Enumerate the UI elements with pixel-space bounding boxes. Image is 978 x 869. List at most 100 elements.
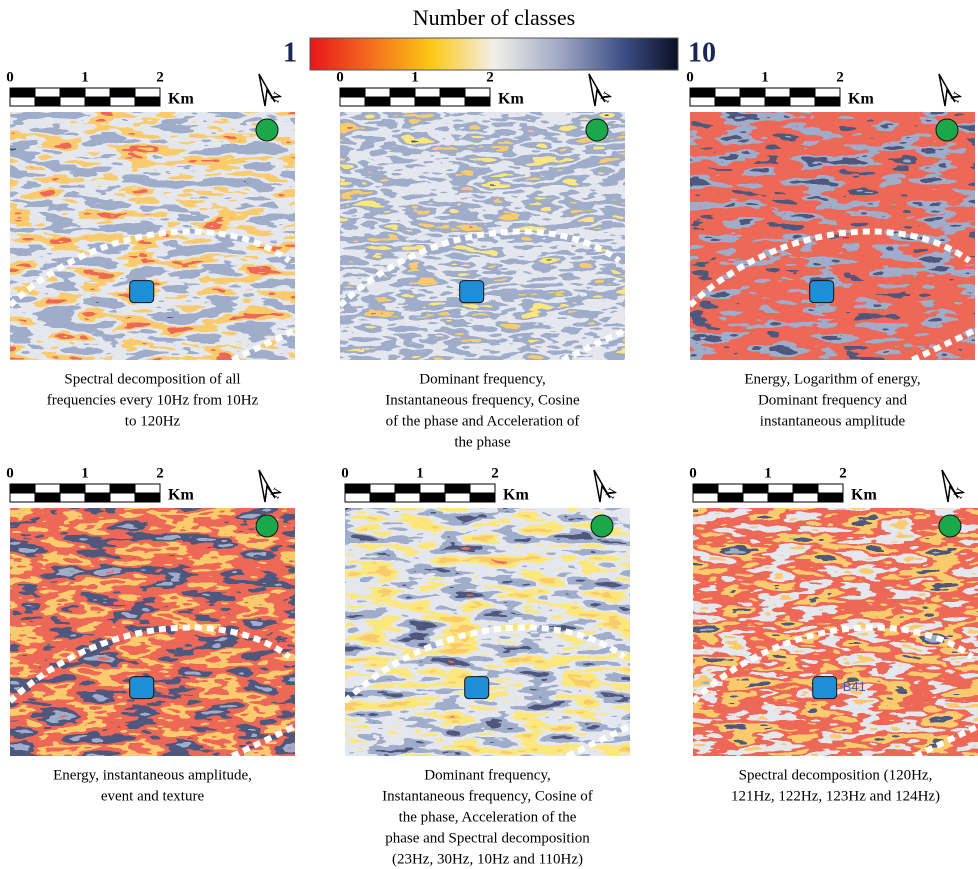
scale-segment bbox=[395, 493, 420, 502]
scale-segment bbox=[790, 88, 815, 97]
well-square bbox=[130, 677, 154, 699]
scale-segment bbox=[10, 484, 35, 493]
scale-segment bbox=[35, 493, 60, 502]
scale-label: 2 bbox=[156, 69, 164, 85]
caption-line: Energy, Logarithm of energy, bbox=[744, 371, 920, 387]
caption-line: Dominant frequency, bbox=[419, 371, 545, 387]
scale-unit: Km bbox=[168, 487, 194, 504]
scale-segment bbox=[110, 484, 135, 493]
scale-segment bbox=[790, 97, 815, 106]
well-square bbox=[810, 281, 834, 303]
scale-segment bbox=[390, 88, 415, 97]
scale-segment bbox=[690, 88, 715, 97]
scale-segment bbox=[365, 88, 390, 97]
colorbar-title: Number of classes bbox=[413, 5, 576, 30]
scale-segment bbox=[390, 97, 415, 106]
scale-segment bbox=[465, 97, 490, 106]
scale-label: 0 bbox=[686, 69, 694, 85]
scale-segment bbox=[135, 484, 160, 493]
scale-segment bbox=[370, 493, 395, 502]
well-circle bbox=[939, 515, 961, 537]
scale-segment bbox=[818, 484, 843, 493]
scale-label: 1 bbox=[81, 465, 89, 481]
scale-label: 2 bbox=[486, 69, 494, 85]
caption-line: phase and Spectral decomposition bbox=[385, 830, 590, 846]
scale-label: 2 bbox=[156, 465, 164, 481]
well-circle bbox=[936, 119, 958, 141]
caption-line: the phase, Acceleration of the bbox=[399, 809, 577, 825]
scale-label: 0 bbox=[6, 69, 14, 85]
scale-segment bbox=[85, 88, 110, 97]
scale-label: 1 bbox=[761, 69, 769, 85]
scale-segment bbox=[420, 484, 445, 493]
caption-line: Energy, instantaneous amplitude, bbox=[53, 767, 252, 783]
scale-segment bbox=[815, 97, 840, 106]
scale-unit: Km bbox=[851, 487, 877, 504]
scale-segment bbox=[10, 493, 35, 502]
scale-segment bbox=[715, 88, 740, 97]
north-label: N bbox=[602, 485, 620, 501]
north-label: N bbox=[597, 89, 615, 105]
well-circle bbox=[586, 119, 608, 141]
scale-label: 2 bbox=[836, 69, 844, 85]
caption-line: instantaneous amplitude bbox=[760, 413, 906, 429]
scale-segment bbox=[135, 493, 160, 502]
north-label: N bbox=[947, 89, 965, 105]
scale-segment bbox=[35, 88, 60, 97]
scale-unit: Km bbox=[168, 91, 194, 108]
scale-segment bbox=[345, 493, 370, 502]
scale-label: 1 bbox=[411, 69, 419, 85]
scale-segment bbox=[110, 88, 135, 97]
scale-segment bbox=[35, 97, 60, 106]
well-circle bbox=[256, 119, 278, 141]
scale-label: 0 bbox=[6, 465, 14, 481]
scale-segment bbox=[740, 97, 765, 106]
scale-segment bbox=[340, 97, 365, 106]
scale-segment bbox=[768, 484, 793, 493]
figure: Number of classes 1 10 012KmNSpectral de… bbox=[0, 0, 978, 869]
scale-segment bbox=[818, 493, 843, 502]
scale-segment bbox=[440, 97, 465, 106]
scale-segment bbox=[415, 97, 440, 106]
scale-label: 0 bbox=[341, 465, 349, 481]
scale-segment bbox=[135, 97, 160, 106]
scale-label: 2 bbox=[491, 465, 499, 481]
north-label: N bbox=[267, 485, 285, 501]
scale-segment bbox=[718, 493, 743, 502]
well-square bbox=[813, 677, 837, 699]
scale-segment bbox=[440, 88, 465, 97]
scale-segment bbox=[740, 88, 765, 97]
well-circle bbox=[256, 515, 278, 537]
colorbar-min: 1 bbox=[283, 37, 297, 68]
caption-line: 121Hz, 122Hz, 123Hz and 124Hz) bbox=[731, 788, 940, 804]
scale-unit: Km bbox=[848, 91, 874, 108]
scale-segment bbox=[718, 484, 743, 493]
colorbar-max: 10 bbox=[688, 37, 716, 68]
scale-segment bbox=[135, 88, 160, 97]
scale-segment bbox=[693, 493, 718, 502]
scale-segment bbox=[715, 97, 740, 106]
scale-segment bbox=[793, 484, 818, 493]
scale-segment bbox=[743, 484, 768, 493]
caption-line: to 120Hz bbox=[125, 413, 181, 429]
scale-segment bbox=[815, 88, 840, 97]
scale-unit: Km bbox=[498, 91, 524, 108]
scale-segment bbox=[60, 484, 85, 493]
scale-segment bbox=[60, 97, 85, 106]
caption-line: frequencies every 10Hz from 10Hz bbox=[47, 392, 259, 408]
well-square bbox=[460, 281, 484, 303]
scale-label: 0 bbox=[336, 69, 344, 85]
scale-segment bbox=[768, 493, 793, 502]
scale-segment bbox=[340, 88, 365, 97]
scale-segment bbox=[60, 493, 85, 502]
well-label: B41 bbox=[843, 679, 866, 694]
scale-segment bbox=[395, 484, 420, 493]
north-label: N bbox=[267, 89, 285, 105]
scale-segment bbox=[793, 493, 818, 502]
caption-line: (23Hz, 30Hz, 10Hz and 110Hz) bbox=[392, 851, 583, 867]
scale-segment bbox=[35, 484, 60, 493]
scale-segment bbox=[743, 493, 768, 502]
scale-segment bbox=[445, 484, 470, 493]
scale-label: 2 bbox=[839, 465, 847, 481]
caption-line: Instantaneous frequency, Cosine of bbox=[382, 788, 593, 804]
